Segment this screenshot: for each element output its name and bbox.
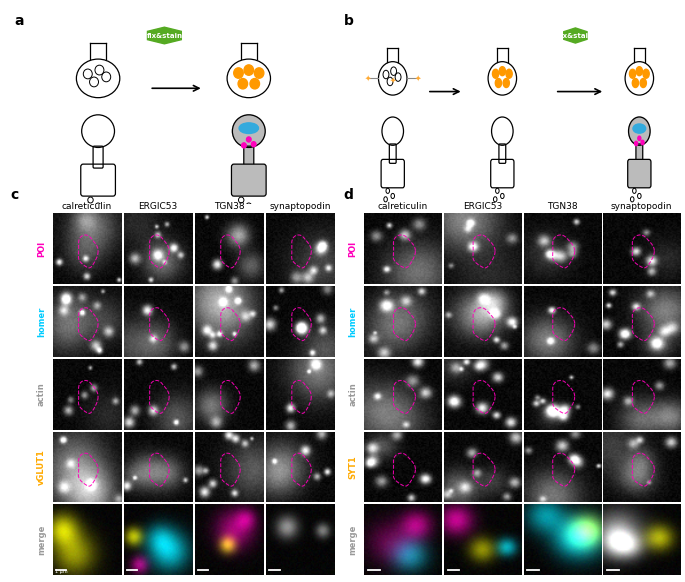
Text: POI: POI <box>349 241 358 257</box>
Text: c: c <box>10 188 18 202</box>
Circle shape <box>640 79 647 87</box>
Circle shape <box>247 137 251 142</box>
Text: calreticulin: calreticulin <box>377 202 428 211</box>
Circle shape <box>503 79 510 87</box>
Circle shape <box>641 140 644 145</box>
Text: fix&stain: fix&stain <box>147 33 182 38</box>
Circle shape <box>238 79 247 89</box>
Ellipse shape <box>629 117 650 146</box>
Circle shape <box>234 68 243 78</box>
Text: 1 μm: 1 μm <box>55 569 68 574</box>
Text: actin: actin <box>349 382 358 406</box>
Text: synaptopodin: synaptopodin <box>611 202 673 211</box>
Text: ✦: ✦ <box>390 75 396 84</box>
Ellipse shape <box>239 123 258 133</box>
Text: TGN38: TGN38 <box>214 202 245 211</box>
Text: merge: merge <box>349 524 358 555</box>
Text: fix&stain: fix&stain <box>558 33 593 38</box>
FancyBboxPatch shape <box>627 159 651 188</box>
Circle shape <box>493 69 499 78</box>
Circle shape <box>636 67 643 76</box>
Polygon shape <box>147 27 182 44</box>
Text: merge: merge <box>37 524 46 555</box>
Circle shape <box>638 136 641 140</box>
Ellipse shape <box>232 115 265 147</box>
Circle shape <box>244 65 253 75</box>
FancyBboxPatch shape <box>244 146 254 168</box>
Text: d: d <box>344 188 353 202</box>
Circle shape <box>499 67 506 76</box>
Circle shape <box>495 79 501 87</box>
Text: b: b <box>344 14 353 28</box>
Circle shape <box>634 141 638 146</box>
FancyBboxPatch shape <box>636 144 643 164</box>
Text: TGN38: TGN38 <box>547 202 577 211</box>
Ellipse shape <box>633 124 646 133</box>
Circle shape <box>242 143 246 148</box>
Text: ERGIC53: ERGIC53 <box>138 202 177 211</box>
Text: SYT1: SYT1 <box>349 455 358 479</box>
Text: homer: homer <box>37 306 46 337</box>
Circle shape <box>630 69 636 78</box>
Circle shape <box>250 79 260 89</box>
Text: ✦: ✦ <box>364 74 371 83</box>
Circle shape <box>506 69 512 78</box>
FancyBboxPatch shape <box>232 164 266 196</box>
Text: synaptopodin: synaptopodin <box>269 202 331 211</box>
Text: a: a <box>14 14 24 28</box>
Text: ✦: ✦ <box>415 74 421 83</box>
Text: actin: actin <box>37 382 46 406</box>
Polygon shape <box>564 28 587 43</box>
Text: homer: homer <box>349 306 358 337</box>
Circle shape <box>643 69 649 78</box>
Circle shape <box>251 141 256 147</box>
Text: vGLUT1: vGLUT1 <box>37 449 46 485</box>
Circle shape <box>632 79 638 87</box>
Text: ERGIC53: ERGIC53 <box>463 202 502 211</box>
Text: calreticulin: calreticulin <box>62 202 112 211</box>
Text: POI: POI <box>37 241 46 257</box>
Circle shape <box>254 68 264 78</box>
